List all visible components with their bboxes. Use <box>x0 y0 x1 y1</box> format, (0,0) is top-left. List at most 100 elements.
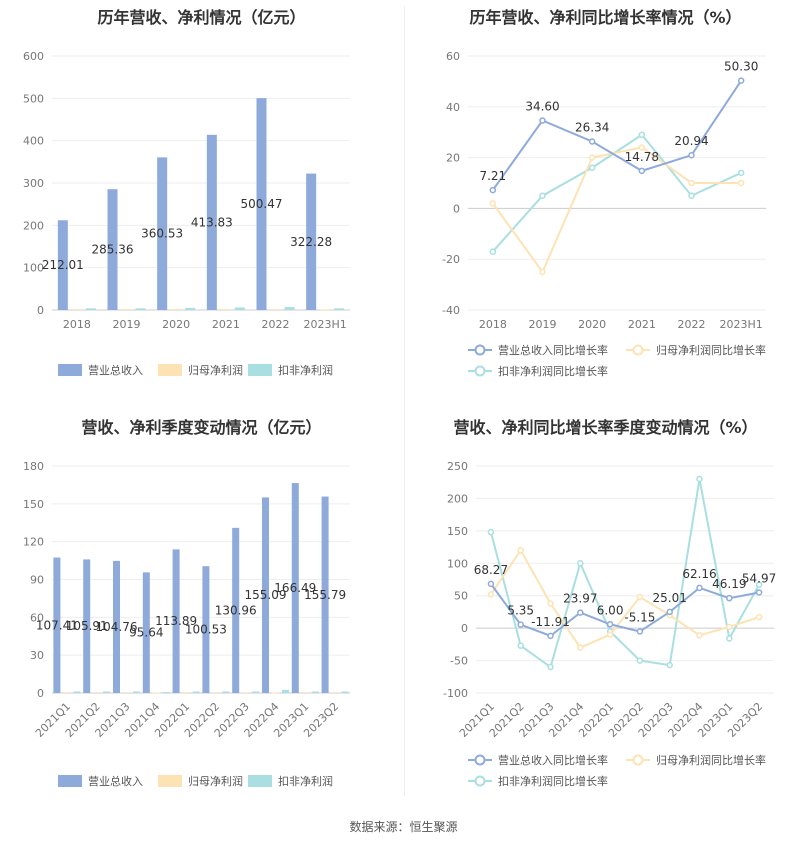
chart-title: 营收、净利季度变动情况（亿元） <box>81 418 322 437</box>
data-label: -5.15 <box>624 610 655 624</box>
data-label: 105.91 <box>66 619 108 633</box>
data-point <box>547 600 554 607</box>
data-point <box>737 169 745 177</box>
data-point <box>636 657 644 664</box>
data-point <box>547 632 554 640</box>
data-point <box>606 631 614 638</box>
data-point <box>588 138 596 145</box>
chart-quarterly-growth-rate: 营收、净利同比增长率季度变动情况（%） -100 -50 0 50 100 150 200 2… <box>404 404 807 810</box>
series-line <box>492 133 742 253</box>
data-point <box>517 642 524 649</box>
bar <box>182 692 190 694</box>
chart-quarterly-revenue-profit: 营收、净利季度变动情况（亿元） 0 30 60 90 120 150 180 2021Q1 20… <box>0 404 403 810</box>
data-point <box>737 179 745 187</box>
panel-divider <box>404 6 405 796</box>
data-label: 360.53 <box>141 227 183 241</box>
bar <box>73 691 81 693</box>
y-tick-label: 150 <box>447 525 468 538</box>
data-point <box>636 593 644 601</box>
legend-marker <box>632 344 644 356</box>
y-tick-label: -100 <box>443 687 468 700</box>
bar <box>222 691 230 693</box>
data-point <box>696 475 703 483</box>
legend-marker <box>474 754 486 766</box>
y-tick-label: 400 <box>23 135 44 148</box>
bar <box>320 309 331 311</box>
data-label: 95.64 <box>129 626 163 640</box>
data-point <box>517 547 524 554</box>
data-label: 6.00 <box>597 603 624 617</box>
legend-swatch <box>248 775 272 787</box>
bar <box>93 692 101 694</box>
y-tick-label: 40 <box>446 101 460 114</box>
bar <box>252 691 260 693</box>
x-tick-label: 2023H1 <box>304 318 347 331</box>
data-point <box>487 528 495 536</box>
y-tick-label: 500 <box>23 92 44 105</box>
legend-label: 扣非净利润 <box>278 363 333 377</box>
data-label: 113.89 <box>155 614 197 628</box>
bar <box>202 566 210 693</box>
data-point <box>688 179 695 187</box>
data-point <box>487 580 495 588</box>
data-label: 14.78 <box>625 150 659 164</box>
data-point <box>696 584 703 592</box>
data-label: 62.16 <box>682 567 716 581</box>
data-point <box>588 154 596 161</box>
x-tick-label: 2022 <box>678 318 706 331</box>
y-tick-label: 120 <box>23 536 44 549</box>
y-tick-label: 150 <box>23 498 44 511</box>
bar <box>311 691 319 693</box>
bar <box>107 189 118 310</box>
data-point <box>577 644 584 651</box>
y-tick-label: 30 <box>30 649 44 662</box>
data-label: 25.01 <box>653 591 687 605</box>
data-point <box>577 609 584 616</box>
chart-annual-growth-rate: 历年营收、净利同比增长率情况（%） -40 -20 0 20 40 60 2018 2019 2… <box>404 0 807 400</box>
legend-label: 营业总收入同比增长率 <box>498 753 608 767</box>
bar <box>282 689 289 693</box>
data-point <box>755 589 763 596</box>
bar <box>270 309 281 310</box>
legend-label: 扣非净利润 <box>278 774 333 788</box>
bar <box>113 560 120 693</box>
legend-label: 归母净利润 <box>188 774 243 788</box>
bar <box>142 572 150 693</box>
data-label: 212.01 <box>42 258 84 272</box>
data-label: 26.34 <box>575 120 609 134</box>
y-tick-label: 200 <box>23 219 44 232</box>
data-point <box>517 621 524 628</box>
legend-label: 营业总收入 <box>88 774 143 788</box>
data-label: 23.97 <box>563 592 597 606</box>
bar <box>284 307 295 310</box>
y-tick-label: 180 <box>23 460 44 473</box>
bar <box>123 692 130 694</box>
legend-marker <box>474 365 486 377</box>
data-point <box>755 613 763 621</box>
chart-svg: 03060901201501802021Q12021Q22021Q32021Q4… <box>23 460 350 788</box>
bar <box>341 691 349 693</box>
data-label: 5.35 <box>507 604 534 618</box>
data-label: 322.28 <box>290 235 332 249</box>
data-point <box>688 151 695 159</box>
series-line <box>492 80 742 191</box>
data-point <box>577 560 584 567</box>
y-tick-label: 200 <box>447 492 468 505</box>
x-tick-label: 2022 <box>262 318 290 331</box>
legend-label: 扣非净利润同比增长率 <box>498 364 608 378</box>
series-line <box>490 548 760 649</box>
data-label: 100.53 <box>185 623 227 637</box>
bar <box>71 309 82 310</box>
bar <box>301 692 309 694</box>
legend-swatch <box>58 775 82 787</box>
data-label: 500.47 <box>241 197 283 211</box>
y-tick-label: 60 <box>446 50 460 63</box>
chart-title: 历年营收、净利同比增长率情况（%） <box>469 8 742 27</box>
bar <box>234 307 245 310</box>
data-point <box>487 591 495 598</box>
x-tick-label: 2020 <box>162 318 190 331</box>
data-label: 285.36 <box>92 243 134 257</box>
bar <box>232 527 240 693</box>
bar <box>133 691 140 693</box>
bar <box>306 173 317 310</box>
